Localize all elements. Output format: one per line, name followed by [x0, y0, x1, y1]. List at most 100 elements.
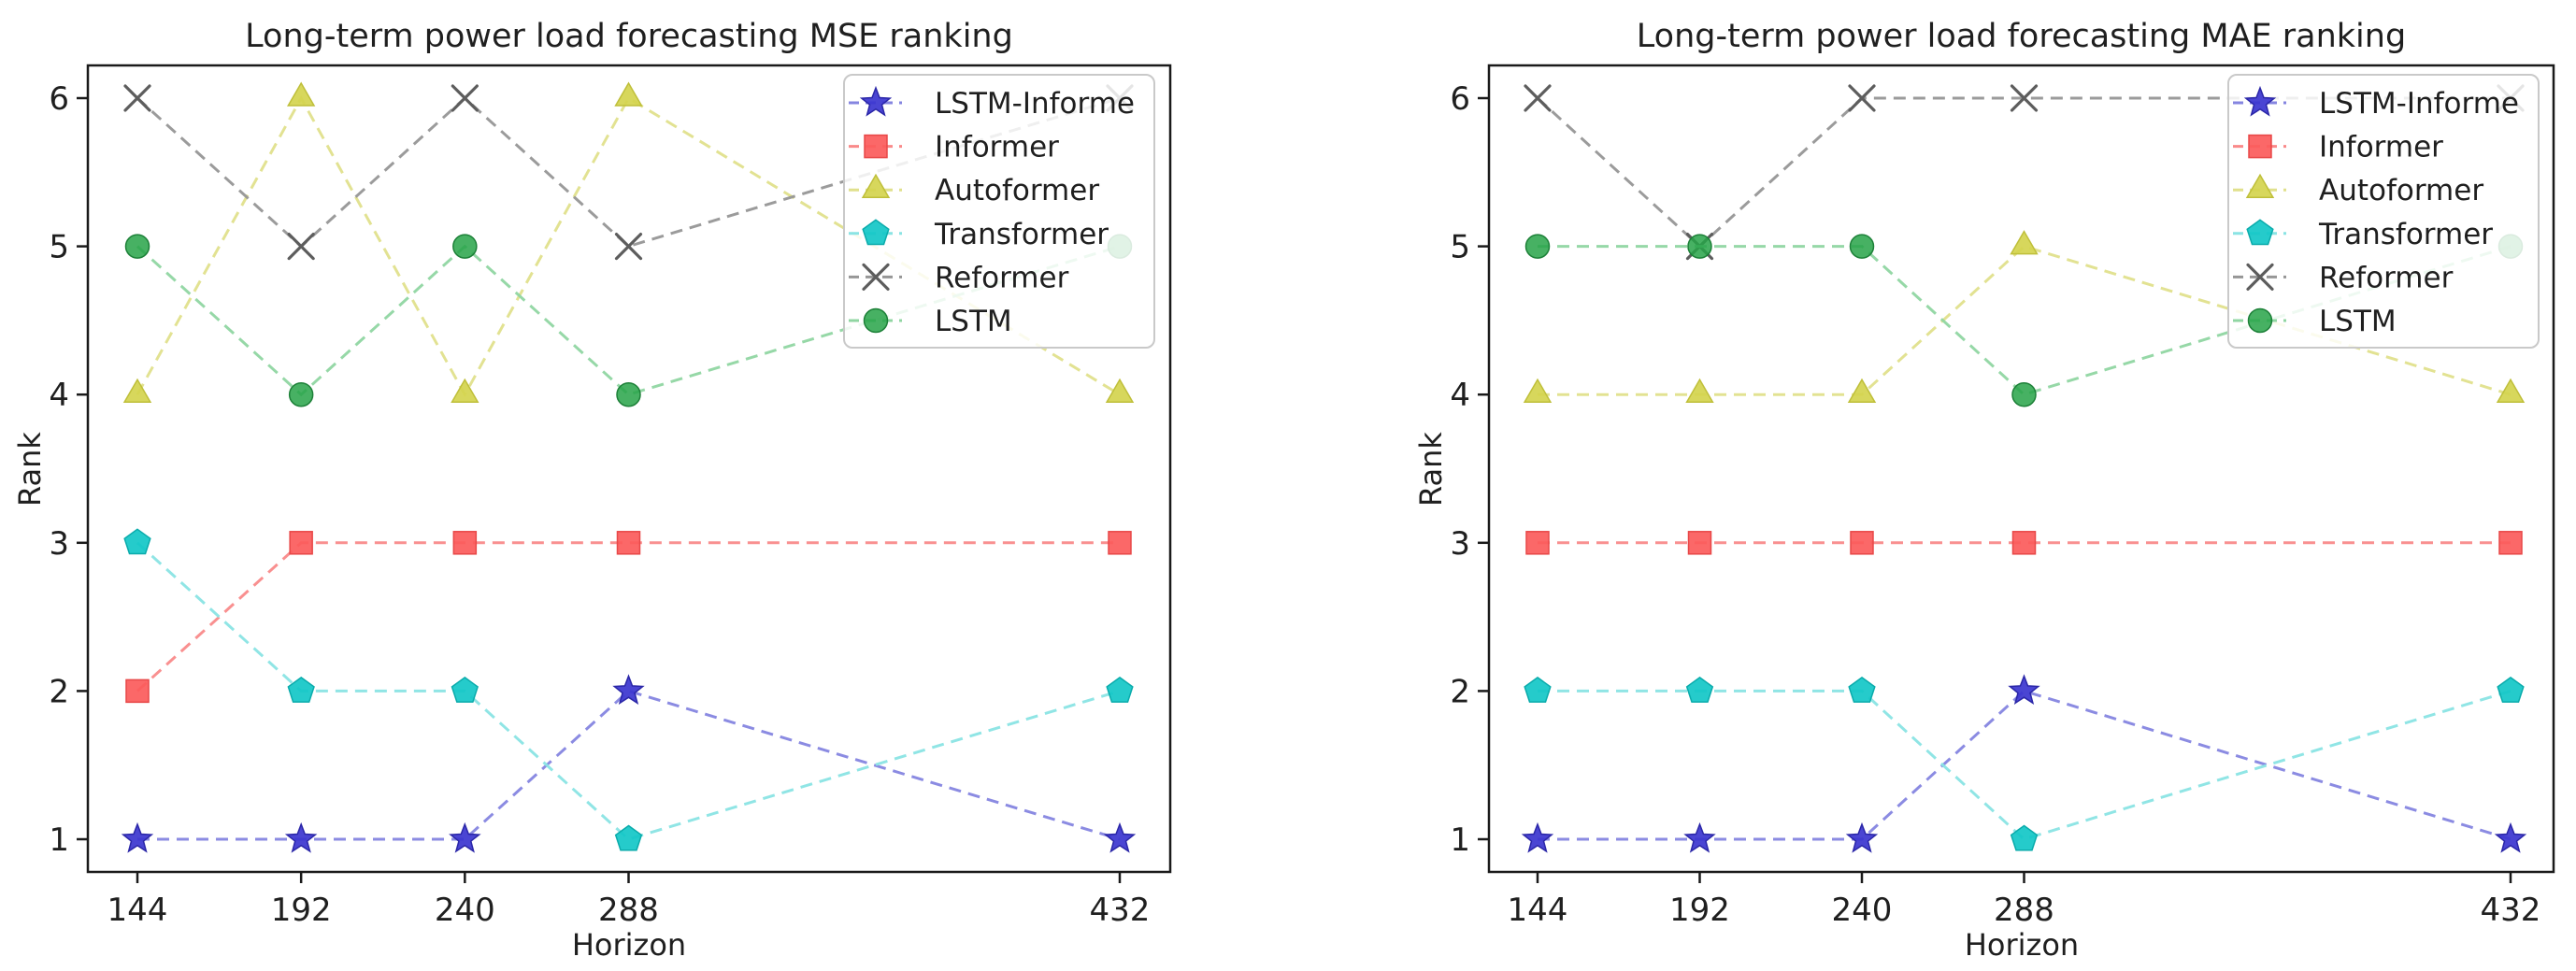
series-line-lstm-informe — [137, 689, 1121, 841]
series-lstm — [1524, 234, 2524, 407]
data-point-marker — [1849, 234, 1875, 259]
data-point-marker — [1103, 821, 1137, 853]
x-tick-label: 144 — [107, 892, 168, 929]
x-tick-label: 192 — [271, 892, 332, 929]
data-point-marker — [2246, 219, 2274, 246]
data-point-marker — [1108, 531, 1132, 555]
x-tick-label: 144 — [1508, 892, 1568, 929]
data-point-marker — [123, 84, 151, 112]
legend-item-lstm: LSTM — [849, 305, 1012, 338]
data-point-marker — [288, 381, 314, 407]
series-lstm-informe — [121, 674, 1137, 853]
data-point-marker — [2494, 821, 2527, 853]
series-transformer — [123, 528, 1134, 851]
data-point-marker — [612, 674, 645, 705]
legend-item-transformer: Transformer — [849, 218, 1109, 251]
legend-label: LSTM — [2319, 305, 2397, 338]
data-point-marker — [2496, 378, 2526, 403]
y-tick-label: 1 — [1450, 821, 1470, 859]
data-point-marker — [1848, 84, 1876, 112]
chart-title-mse: Long-term power load forecasting MSE ran… — [245, 18, 1013, 55]
series-line-transformer — [1538, 689, 2512, 841]
legend-box — [843, 74, 1155, 349]
data-point-marker — [616, 531, 641, 555]
data-point-marker — [1847, 378, 1877, 403]
data-point-marker — [1683, 821, 1716, 853]
data-point-marker — [287, 233, 315, 261]
x-tick-label: 432 — [1090, 892, 1151, 929]
data-point-marker — [1105, 378, 1135, 403]
y-tick-label: 5 — [1450, 229, 1470, 266]
legend-item-transformer: Transformer — [2233, 218, 2493, 251]
x-axis-label-mse: Horizon — [571, 927, 687, 963]
x-tick-label: 288 — [1994, 892, 2054, 929]
data-point-marker — [451, 676, 479, 703]
x-tick-label: 192 — [1669, 892, 1730, 929]
data-point-marker — [2010, 824, 2039, 851]
data-point-marker — [2010, 230, 2039, 255]
legend-item-lstm-informe: LSTM-Informe — [849, 85, 1135, 121]
legend-label: Informer — [2319, 131, 2443, 164]
legend-label: Informer — [935, 131, 1059, 164]
data-point-marker — [1106, 676, 1134, 703]
data-point-marker — [861, 173, 891, 198]
y-tick-label: 5 — [49, 229, 69, 266]
data-point-marker — [2245, 173, 2275, 198]
legend: LSTM-Informe Informer Autoformer Transforme… — [2227, 74, 2540, 349]
legend-item-lstm: LSTM — [2233, 305, 2397, 338]
legend-item-reformer: Reformer — [2233, 261, 2454, 294]
data-point-marker — [121, 821, 154, 853]
data-point-marker — [1685, 378, 1714, 403]
series-informer — [1525, 531, 2523, 555]
legend-item-autoformer: Autoformer — [849, 173, 1099, 207]
data-point-marker — [1687, 531, 1712, 555]
y-tick-label: 3 — [1450, 525, 1470, 563]
plot-border — [1487, 64, 2555, 874]
legend-item-informer: Informer — [849, 131, 1059, 164]
y-tick-label: 2 — [49, 673, 69, 710]
data-point-marker — [2011, 381, 2037, 407]
legend-label: LSTM-Informe — [935, 87, 1135, 121]
data-point-marker — [449, 821, 481, 853]
data-point-marker — [452, 531, 478, 555]
series-lstm-informe — [1521, 674, 2527, 853]
data-point-marker — [859, 85, 893, 117]
data-point-marker — [2010, 84, 2039, 112]
data-point-marker — [287, 676, 315, 703]
legend-label: Reformer — [2319, 261, 2454, 294]
data-point-marker — [862, 219, 890, 246]
data-point-marker — [2497, 676, 2525, 703]
y-tick-label: 4 — [49, 377, 69, 414]
legend-label: Reformer — [935, 261, 1069, 294]
series-line-lstm-informe — [1538, 689, 2512, 841]
y-tick-label: 6 — [49, 80, 69, 118]
data-point-marker — [2248, 134, 2272, 159]
data-point-marker — [123, 528, 151, 555]
legend-label: LSTM-Informe — [2319, 87, 2519, 121]
data-point-marker — [616, 381, 641, 407]
data-point-marker — [2247, 307, 2273, 334]
legend-label: LSTM — [935, 305, 1012, 338]
y-tick-label: 4 — [1450, 377, 1470, 414]
x-tick-label: 240 — [1832, 892, 1893, 929]
data-point-marker — [2498, 531, 2523, 555]
y-tick-label: 1 — [49, 821, 69, 859]
data-point-marker — [1523, 378, 1553, 403]
legend-label: Transformer — [934, 218, 1109, 251]
data-point-marker — [452, 234, 478, 259]
data-point-marker — [1524, 234, 1551, 259]
data-point-marker — [124, 234, 150, 259]
data-point-marker — [1524, 676, 1552, 703]
series-transformer — [1524, 676, 2525, 851]
series-informer — [125, 531, 1132, 704]
data-point-marker — [1685, 676, 1714, 703]
data-point-marker — [862, 263, 890, 291]
data-point-marker — [451, 378, 479, 403]
x-axis-label-mae: Horizon — [1964, 927, 2080, 963]
legend-item-lstm-informe: LSTM-Informe — [2233, 85, 2519, 121]
x-tick-label: 288 — [598, 892, 659, 929]
legend-label: Transformer — [2318, 218, 2493, 251]
